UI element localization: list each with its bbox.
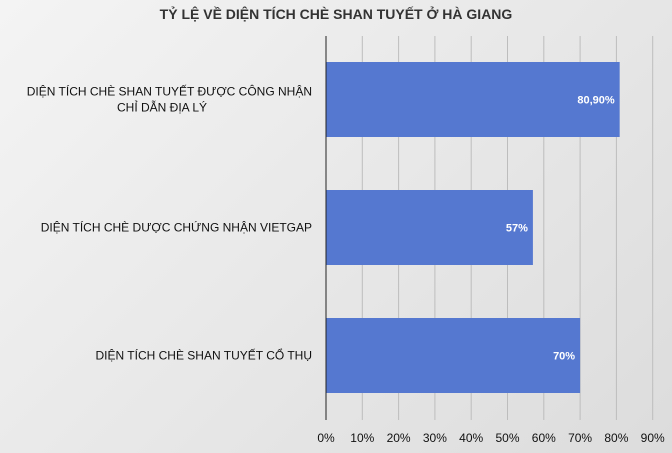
category-label: DIỆN TÍCH CHÈ DƯỢC CHỨNG NHẬN VIETGAP	[41, 220, 312, 235]
x-tick-label: 90%	[641, 431, 665, 445]
data-label: 57%	[506, 223, 528, 235]
bar	[326, 190, 533, 265]
bar	[326, 62, 620, 137]
x-tick-label: 60%	[532, 431, 556, 445]
x-tick-label: 10%	[350, 431, 374, 445]
chart-title: TỶ LỆ VỀ DIỆN TÍCH CHÈ SHAN TUYẾT Ở HÀ G…	[159, 6, 513, 22]
category-label: CHỈ DẪN ĐỊA LÝ	[117, 100, 207, 115]
x-tick-label: 30%	[423, 431, 447, 445]
x-tick-label: 20%	[387, 431, 411, 445]
x-tick-label: 50%	[495, 431, 519, 445]
x-tick-label: 70%	[568, 431, 592, 445]
data-label: 80,90%	[577, 95, 615, 107]
data-label: 70%	[553, 351, 575, 363]
bar	[326, 318, 581, 393]
x-tick-label: 40%	[459, 431, 483, 445]
x-tick-label: 0%	[317, 431, 335, 445]
x-tick-label: 80%	[604, 431, 628, 445]
category-label: DIỆN TÍCH CHÈ SHAN TUYẾT ĐƯỢC CÔNG NHẬN	[27, 84, 312, 99]
category-label: DIỆN TÍCH CHÈ SHAN TUYẾT CỔ THỤ	[96, 348, 312, 363]
